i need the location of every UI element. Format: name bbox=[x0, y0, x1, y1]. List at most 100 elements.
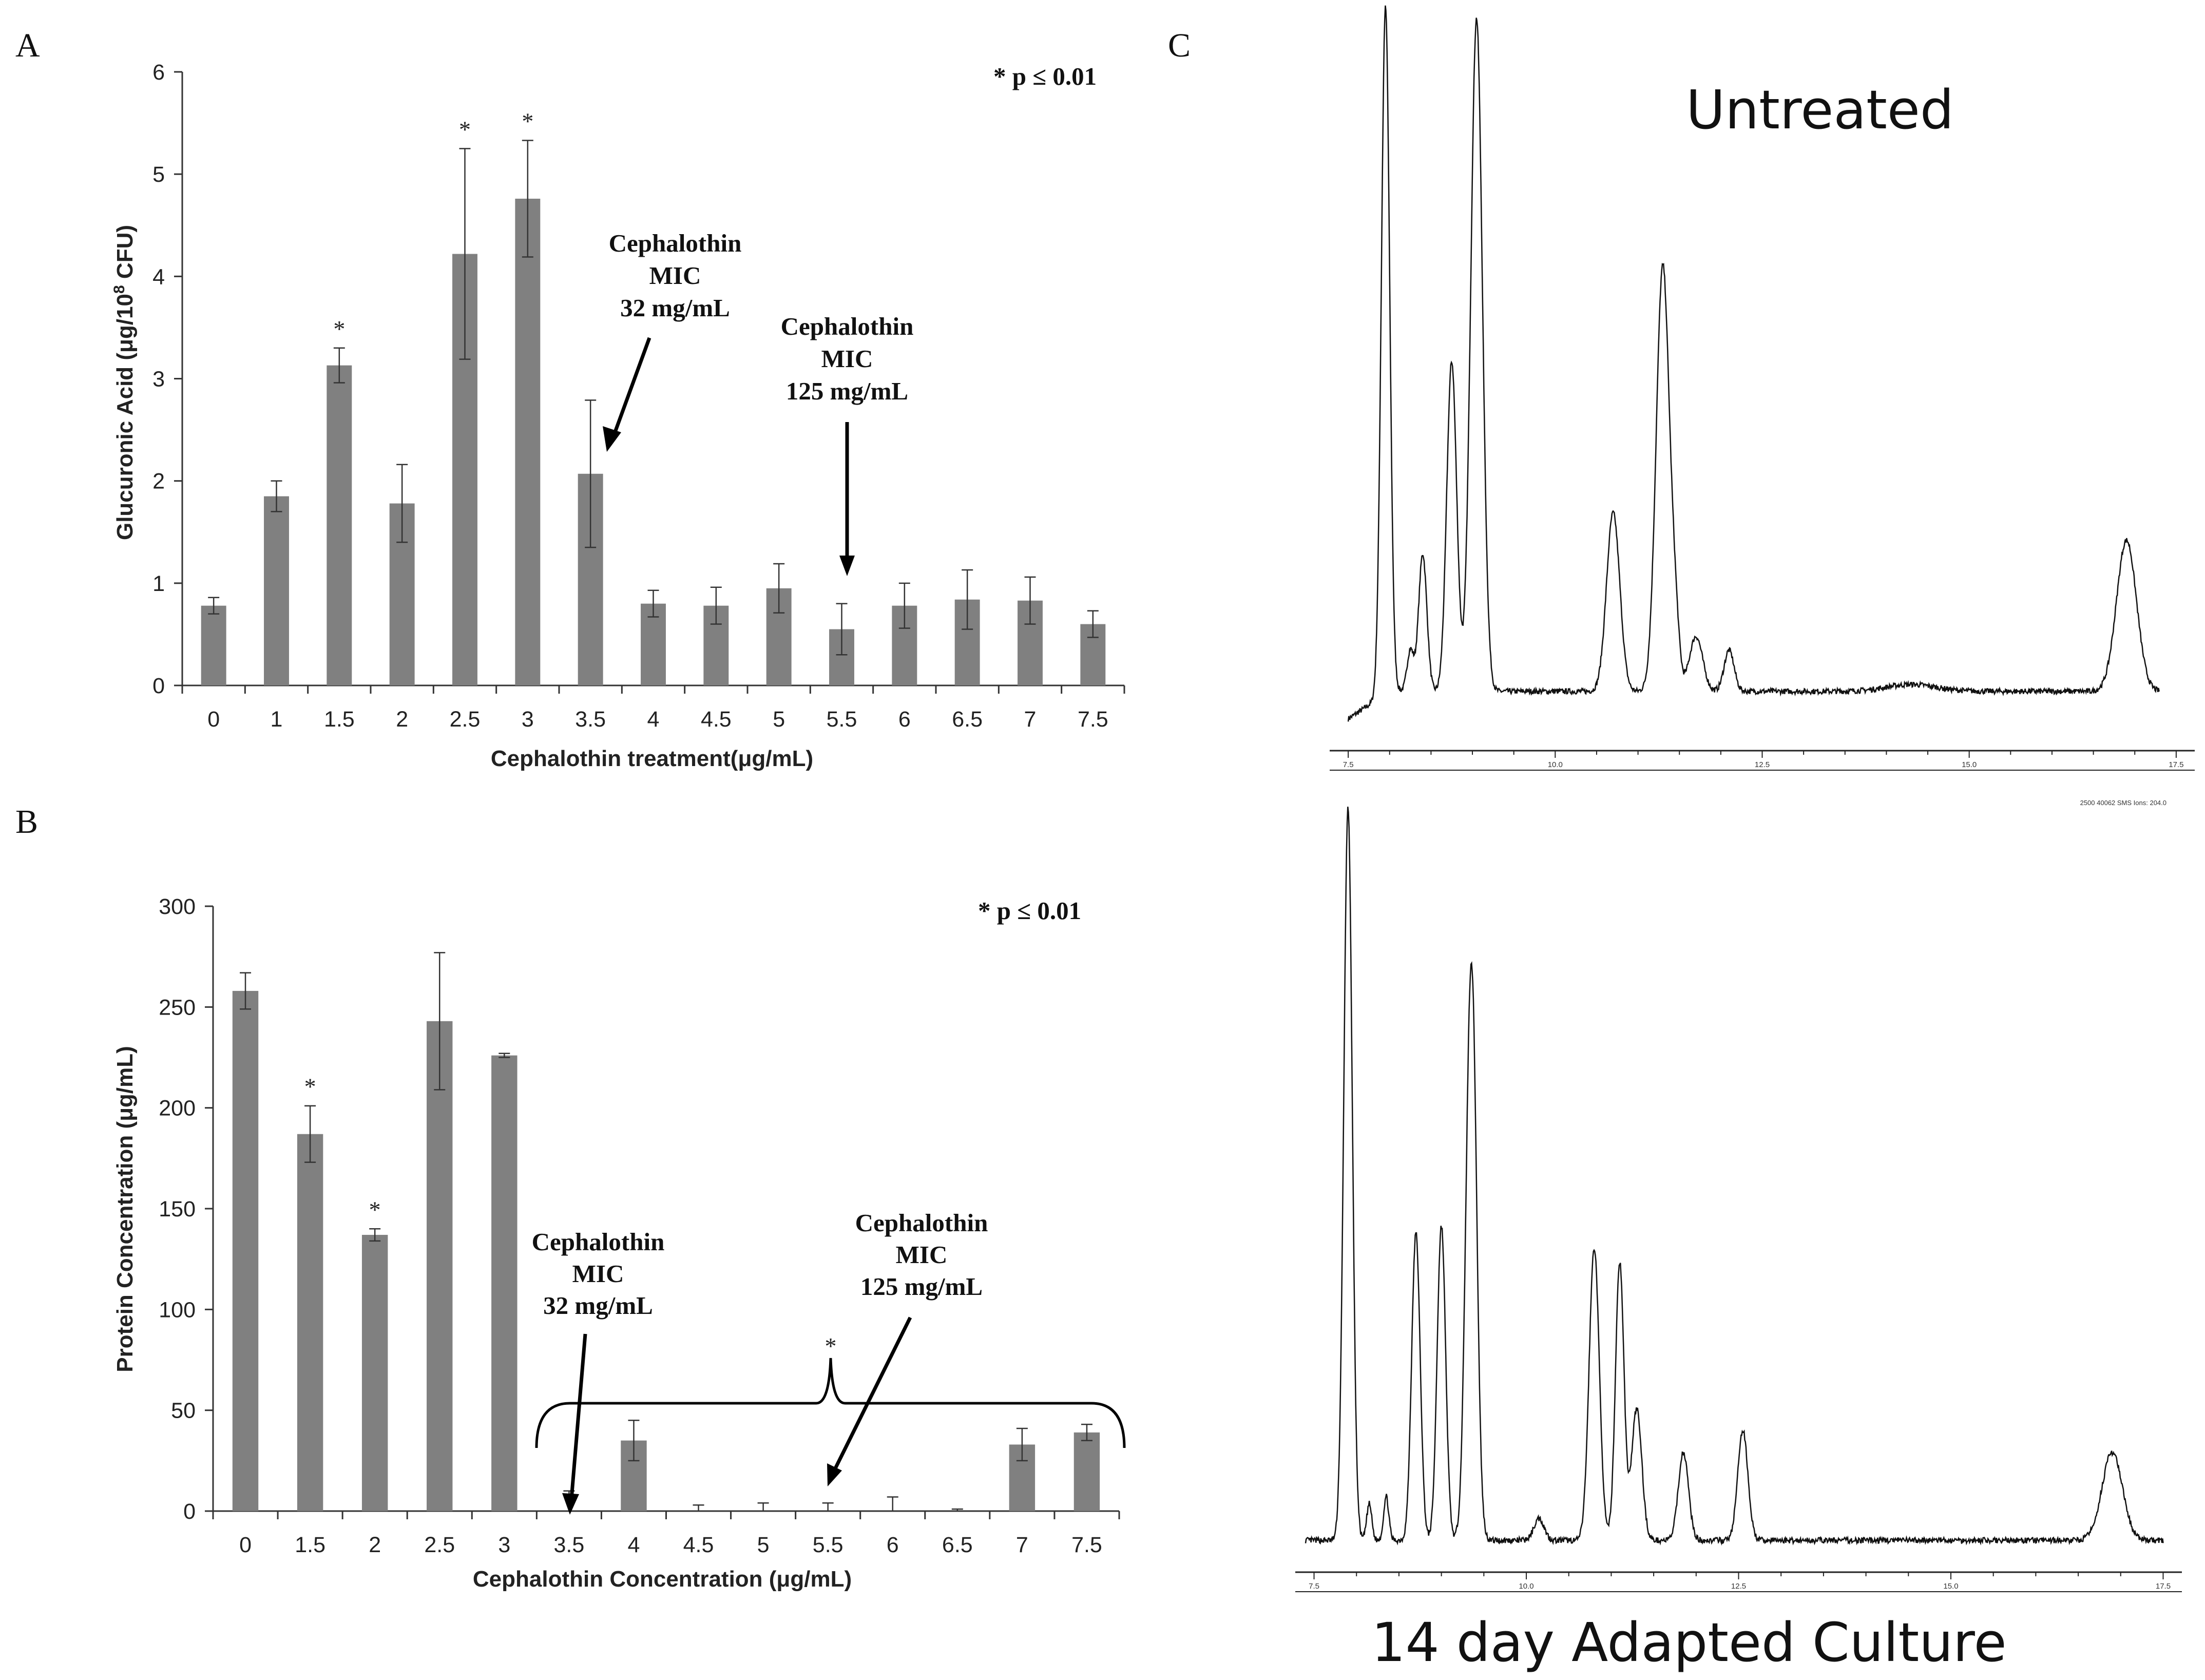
x-tick-label: 3.5 bbox=[554, 1533, 585, 1557]
bar bbox=[361, 1235, 388, 1511]
significance-star: * bbox=[369, 1196, 381, 1223]
x-tick-label: 7 bbox=[1016, 1533, 1028, 1557]
bar bbox=[201, 605, 226, 685]
annotation-line: Cephalothin bbox=[855, 1209, 988, 1237]
chromatogram-header-label: 2500 40062 SMS Ions: 204.0 bbox=[2080, 799, 2166, 807]
annotation-line: Cephalothin bbox=[532, 1228, 665, 1256]
x-tick-label: 6.5 bbox=[942, 1533, 973, 1557]
annotation-arrow-shaft bbox=[610, 337, 651, 442]
x-tick-label: 0 bbox=[207, 707, 220, 732]
panel-a-significance-note: * p ≤ 0.01 bbox=[993, 62, 1097, 90]
x-tick-label: 5.5 bbox=[827, 707, 857, 732]
y-tick-label: 3 bbox=[152, 367, 165, 392]
x-tick-label: 2 bbox=[396, 707, 408, 732]
bar bbox=[297, 1134, 323, 1511]
x-tick-label: 3 bbox=[498, 1533, 510, 1557]
panel-a-x-axis-label: Cephalothin treatment(μg/mL) bbox=[491, 746, 813, 771]
significance-star: * bbox=[304, 1074, 316, 1100]
panel-b-bracket bbox=[535, 1358, 1126, 1448]
chromatogram-tick-label: 15.0 bbox=[1962, 760, 1977, 769]
y-tick-label: 6 bbox=[152, 60, 165, 85]
panel-a: A * p ≤ 0.01 0 1 2 3 4 5 6 0 1 1.5 2 2.5 3 3.5 4 4.5 5 5.… bbox=[15, 27, 1125, 771]
x-tick-label: 5 bbox=[773, 707, 785, 732]
panel-b-significance-note: * p ≤ 0.01 bbox=[978, 896, 1081, 925]
panel-b-x-axis-label: Cephalothin Concentration (μg/mL) bbox=[473, 1567, 852, 1592]
annotation-line: 32 mg/mL bbox=[620, 294, 730, 322]
annotation-line: MIC bbox=[896, 1240, 948, 1269]
y-tick-label: 100 bbox=[159, 1297, 196, 1322]
x-tick-label: 6.5 bbox=[952, 707, 983, 732]
bar bbox=[264, 496, 289, 685]
y-tick-label: 300 bbox=[159, 894, 196, 919]
x-tick-label: 2 bbox=[369, 1533, 381, 1557]
annotation-arrow-head bbox=[603, 426, 621, 452]
chromatogram-tick-label: 10.0 bbox=[1548, 760, 1563, 769]
panel-c-letter: C bbox=[1168, 27, 1191, 64]
annotation-line: 32 mg/mL bbox=[543, 1291, 653, 1320]
bar bbox=[491, 1055, 517, 1511]
panel-a-y-axis-label: Glucuronic Acid (μg/108 CFU) bbox=[111, 225, 138, 540]
x-tick-label: 5.5 bbox=[813, 1533, 843, 1557]
panel-a-annotation-mic-125: Cephalothin MIC 125 mg/mL bbox=[781, 312, 913, 576]
y-tick-label: 5 bbox=[152, 162, 165, 187]
bar bbox=[1073, 1432, 1100, 1511]
y-tick-label: 1 bbox=[152, 571, 165, 596]
y-tick-label: 0 bbox=[183, 1499, 196, 1524]
x-tick-label: 3.5 bbox=[575, 707, 606, 732]
chromatogram-tick-label: 7.5 bbox=[1309, 1582, 1319, 1591]
y-tick-label: 150 bbox=[159, 1197, 196, 1221]
chromatogram-trace bbox=[1347, 5, 2160, 722]
x-tick-label: 7 bbox=[1024, 707, 1037, 732]
panel-b-y-axis-label: Protein Concentration (μg/mL) bbox=[112, 1046, 138, 1372]
chromatogram-trace bbox=[1305, 807, 2164, 1546]
panel-a-annotation-mic-32: Cephalothin MIC 32 mg/mL bbox=[603, 229, 741, 452]
bar bbox=[232, 990, 259, 1511]
x-tick-label: 4 bbox=[628, 1533, 640, 1557]
annotation-arrow-head bbox=[562, 1493, 579, 1515]
panel-b-annotation-mic-32: Cephalothin MIC 32 mg/mL bbox=[532, 1228, 665, 1515]
annotation-line: 125 mg/mL bbox=[786, 377, 908, 405]
x-tick-label: 3 bbox=[522, 707, 534, 732]
chromatogram-untreated: 7.5 10.0 12.5 15.0 17.5 bbox=[1330, 5, 2195, 771]
annotation-arrow-shaft bbox=[569, 1333, 587, 1500]
chromatogram-tick-label: 17.5 bbox=[2156, 1582, 2171, 1591]
x-tick-label: 6 bbox=[887, 1533, 899, 1557]
x-tick-label: 1.5 bbox=[324, 707, 355, 732]
x-tick-label: 7.5 bbox=[1071, 1533, 1102, 1557]
panel-b-bracket-star: * bbox=[825, 1333, 837, 1359]
x-tick-label: 0 bbox=[239, 1533, 252, 1557]
chromatogram-tick-label: 7.5 bbox=[1343, 760, 1354, 769]
significance-star: * bbox=[522, 108, 533, 134]
y-tick-label: 250 bbox=[159, 995, 196, 1020]
annotation-line: MIC bbox=[821, 345, 873, 373]
annotation-line: 125 mg/mL bbox=[860, 1272, 983, 1301]
x-tick-label: 5 bbox=[757, 1533, 770, 1557]
chromatogram-title-untreated: Untreated bbox=[1686, 79, 1954, 141]
x-tick-label: 1 bbox=[271, 707, 283, 732]
panel-b-annotation-mic-125: Cephalothin MIC 125 mg/mL bbox=[827, 1209, 988, 1486]
annotation-line: MIC bbox=[572, 1259, 624, 1288]
bar bbox=[427, 1021, 453, 1511]
bar bbox=[327, 365, 352, 685]
x-tick-label: 4 bbox=[647, 707, 660, 732]
chromatogram-tick-label: 17.5 bbox=[2169, 760, 2183, 769]
x-tick-label: 7.5 bbox=[1078, 707, 1108, 732]
x-tick-label: 1.5 bbox=[295, 1533, 325, 1557]
annotation-line: Cephalothin bbox=[609, 229, 742, 257]
panel-c: C Untreated 14 day Adapted Culture 2500 … bbox=[1168, 5, 2195, 1674]
y-tick-label: 200 bbox=[159, 1096, 196, 1121]
chromatogram-tick-label: 12.5 bbox=[1731, 1582, 1746, 1591]
x-tick-label: 4.5 bbox=[683, 1533, 714, 1557]
chromatogram-tick-label: 15.0 bbox=[1943, 1582, 1958, 1591]
annotation-arrow-head bbox=[827, 1463, 842, 1486]
significance-star: * bbox=[459, 116, 471, 142]
annotation-arrow-head bbox=[839, 556, 855, 576]
chromatogram-adapted: 7.5 10.0 12.5 15.0 17.5 bbox=[1295, 807, 2182, 1592]
bar bbox=[515, 198, 541, 685]
x-tick-label: 6 bbox=[898, 707, 911, 732]
chromatogram-tick-label: 12.5 bbox=[1755, 760, 1770, 769]
panel-a-bars: * * * bbox=[201, 108, 1106, 685]
panel-b-bars: ** bbox=[232, 952, 1100, 1511]
x-tick-label: 2.5 bbox=[424, 1533, 455, 1557]
